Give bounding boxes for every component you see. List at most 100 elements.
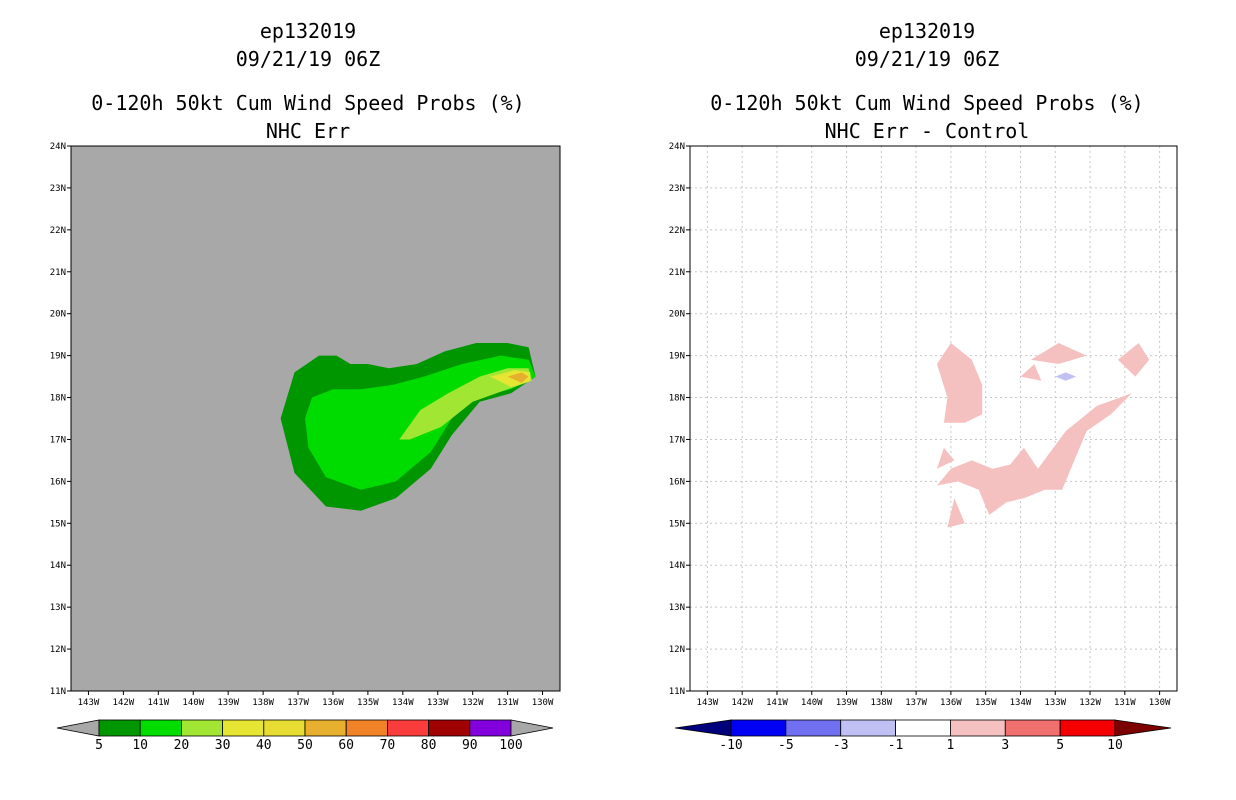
y-tick-label: 11N bbox=[50, 687, 66, 697]
x-tick-label: 139W bbox=[836, 698, 858, 708]
title-subtitle: NHC Err bbox=[266, 119, 350, 143]
contour-20 bbox=[399, 368, 533, 440]
y-tick-label: 19N bbox=[669, 352, 685, 362]
y-tick-label: 16N bbox=[669, 477, 685, 487]
plot-area bbox=[689, 145, 1178, 692]
colorbar-label: -5 bbox=[778, 738, 794, 753]
y-tick-label: 12N bbox=[50, 645, 66, 655]
x-tick-label: 133W bbox=[427, 698, 449, 708]
x-tick-label: 142W bbox=[113, 698, 135, 708]
colorbar-swatch bbox=[345, 719, 388, 737]
colorbar-label: -10 bbox=[719, 738, 742, 753]
contour-1 bbox=[1020, 364, 1042, 381]
y-tick-label: 15N bbox=[50, 519, 66, 529]
contour-1 bbox=[1030, 343, 1087, 364]
colorbar-swatch bbox=[139, 719, 182, 737]
y-tick-label: 21N bbox=[669, 268, 685, 278]
contour-50 bbox=[507, 372, 529, 383]
y-tick-label: 23N bbox=[50, 184, 66, 194]
colorbar-label: 10 bbox=[1107, 738, 1123, 753]
y-tick-label: 23N bbox=[669, 184, 685, 194]
x-tick-label: 141W bbox=[147, 698, 169, 708]
colorbar-label: 40 bbox=[256, 738, 272, 753]
x-tick-label: 134W bbox=[1010, 698, 1032, 708]
y-tick-label: 14N bbox=[669, 561, 685, 571]
x-tick-label: 142W bbox=[731, 698, 753, 708]
x-tick-label: 135W bbox=[357, 698, 379, 708]
plot-frame bbox=[689, 145, 1178, 692]
y-tick-label: 24N bbox=[669, 142, 685, 152]
panel-nhc-err-minus-control: ep132019 09/21/19 06Z 0-120h 50kt Cum Wi… bbox=[669, 19, 1178, 753]
x-axis-ticks: 143W 142W 141W 140W 139W 138W 137W 136W 135W 134W… bbox=[697, 691, 1171, 708]
colorbar-label: 80 bbox=[421, 738, 437, 753]
y-tick-label: 19N bbox=[50, 352, 66, 362]
contour-1 bbox=[1117, 343, 1150, 377]
x-tick-label: 130W bbox=[1149, 698, 1171, 708]
colorbar-label: -3 bbox=[833, 738, 849, 753]
colorbar: 5 10 20 30 40 50 60 70 80 90 100 bbox=[56, 719, 554, 753]
x-tick-label: 138W bbox=[870, 698, 892, 708]
colorbar-swatch bbox=[263, 719, 306, 737]
title-product: 0-120h 50kt Cum Wind Speed Probs (%) bbox=[710, 91, 1143, 115]
colorbar-swatch bbox=[785, 719, 842, 737]
y-tick-label: 12N bbox=[669, 645, 685, 655]
y-tick-label: 24N bbox=[50, 142, 66, 152]
x-tick-label: 140W bbox=[182, 698, 204, 708]
colorbar-swatch bbox=[386, 719, 429, 737]
colorbar-label: 30 bbox=[215, 738, 231, 753]
y-tick-label: 20N bbox=[50, 310, 66, 320]
x-tick-label: 135W bbox=[975, 698, 997, 708]
colorbar-label: 5 bbox=[95, 738, 103, 753]
y-axis-ticks: 11N 12N 13N 14N 15N 16N 17N 18N 19N 20N 21N 22N 23N 2… bbox=[50, 142, 71, 697]
x-tick-label: 137W bbox=[287, 698, 309, 708]
x-tick-label: 143W bbox=[78, 698, 100, 708]
colorbar-low-arrow bbox=[56, 719, 100, 737]
colorbar-label: 50 bbox=[297, 738, 313, 753]
contour-1 bbox=[937, 447, 955, 469]
colorbar-label: 60 bbox=[338, 738, 354, 753]
contour-1 bbox=[937, 393, 1132, 515]
x-tick-label: 136W bbox=[940, 698, 962, 708]
x-tick-label: 137W bbox=[905, 698, 927, 708]
title-datetime: 09/21/19 06Z bbox=[236, 47, 381, 71]
y-tick-label: 18N bbox=[50, 394, 66, 404]
y-tick-label: 13N bbox=[50, 603, 66, 613]
y-tick-label: 18N bbox=[669, 394, 685, 404]
plot-area bbox=[70, 145, 561, 692]
colorbar-label: 20 bbox=[174, 738, 190, 753]
contour-neg1 bbox=[1055, 372, 1077, 381]
colorbar-swatch bbox=[950, 719, 1006, 737]
x-tick-label: 138W bbox=[252, 698, 274, 708]
colorbar-swatch bbox=[222, 719, 265, 737]
x-tick-label: 136W bbox=[322, 698, 344, 708]
x-tick-label: 141W bbox=[766, 698, 788, 708]
colorbar-swatch bbox=[304, 719, 347, 737]
colorbar-low-arrow bbox=[674, 719, 732, 737]
colorbar-label: 10 bbox=[132, 738, 148, 753]
colorbar: -10 -5 -3 -1 1 3 5 10 bbox=[674, 719, 1172, 753]
colorbar-swatch bbox=[98, 719, 141, 737]
y-tick-label: 17N bbox=[669, 435, 685, 445]
y-tick-label: 21N bbox=[50, 268, 66, 278]
y-axis-ticks: 11N 12N 13N 14N 15N 16N 17N 18N 19N 20N 21N 22N 23N 2… bbox=[669, 142, 690, 697]
colorbar-swatch bbox=[730, 719, 787, 737]
colorbar-high-arrow bbox=[1114, 719, 1172, 737]
y-tick-label: 11N bbox=[669, 687, 685, 697]
colorbar-swatch bbox=[180, 719, 223, 737]
plot-frame bbox=[70, 145, 561, 692]
y-tick-label: 17N bbox=[50, 435, 66, 445]
title-storm-id: ep132019 bbox=[260, 19, 356, 43]
x-axis-ticks: 143W 142W 141W 140W 139W 138W 137W 136W 135W 134W… bbox=[78, 691, 554, 708]
colorbar-swatch bbox=[840, 719, 896, 737]
colorbar-swatch bbox=[428, 719, 471, 737]
colorbar-swatch bbox=[1059, 719, 1116, 737]
colorbar-label: 90 bbox=[462, 738, 478, 753]
title-datetime: 09/21/19 06Z bbox=[855, 47, 1000, 71]
x-tick-label: 130W bbox=[532, 698, 554, 708]
colorbar-label: 100 bbox=[499, 738, 522, 753]
x-tick-label: 134W bbox=[392, 698, 414, 708]
x-tick-label: 140W bbox=[801, 698, 823, 708]
y-tick-label: 13N bbox=[669, 603, 685, 613]
panel-nhc-err: ep132019 09/21/19 06Z 0-120h 50kt Cum Wi… bbox=[50, 19, 561, 753]
